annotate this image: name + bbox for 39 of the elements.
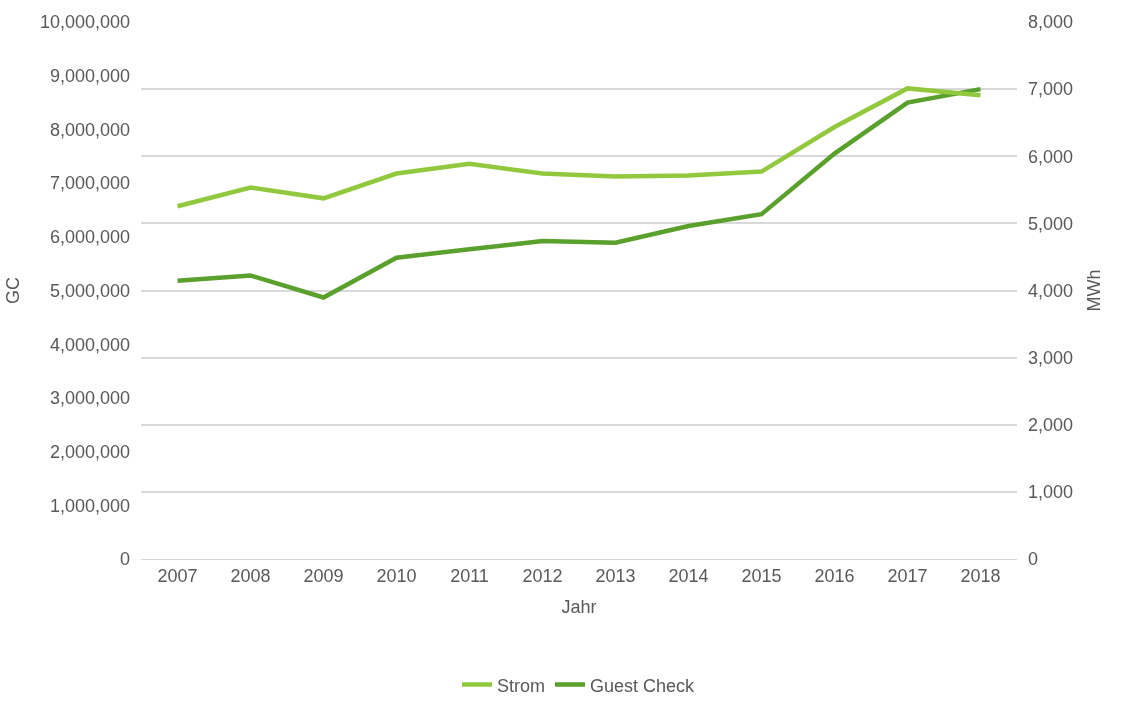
y2-tick-label: 0 bbox=[1028, 549, 1039, 570]
y2-tick-label: 2,000 bbox=[1028, 415, 1074, 436]
y-tick-label: 1,000,000 bbox=[49, 495, 130, 516]
legend-label: Guest Check bbox=[590, 675, 696, 696]
x-axis-title: Jahr bbox=[561, 596, 597, 617]
x-tick-label: 2015 bbox=[741, 565, 782, 586]
x-tick-label: 2016 bbox=[814, 565, 855, 586]
x-tick-label: 2008 bbox=[230, 565, 271, 586]
x-tick-label: 2011 bbox=[450, 565, 489, 586]
x-tick-label: 2014 bbox=[668, 565, 709, 586]
x-tick-label: 2007 bbox=[157, 565, 198, 586]
x-tick-label: 2017 bbox=[887, 565, 928, 586]
x-tick-label: 2013 bbox=[595, 565, 636, 586]
y2-tick-label: 7,000 bbox=[1028, 79, 1074, 100]
y-tick-label: 4,000,000 bbox=[49, 334, 130, 355]
y-tick-label: 9,000,000 bbox=[49, 66, 130, 86]
y2-tick-label: 1,000 bbox=[1028, 482, 1074, 503]
y2-tick-label: 5,000 bbox=[1028, 213, 1074, 234]
y2-tick-label: 3,000 bbox=[1028, 347, 1074, 368]
line-series bbox=[175, 86, 983, 209]
y2-axis-title: MWh bbox=[1084, 269, 1105, 312]
y2-tick-label: 4,000 bbox=[1028, 280, 1074, 301]
x-tick-label: 2012 bbox=[522, 565, 563, 586]
y2-tick-label: 8,000 bbox=[1028, 12, 1074, 33]
legend-label: Strom bbox=[497, 675, 546, 696]
x-tick-label: 2009 bbox=[303, 565, 344, 586]
y-tick-label: 7,000,000 bbox=[49, 173, 130, 194]
y-tick-label: 8,000,000 bbox=[49, 119, 130, 140]
y2-tick-label: 6,000 bbox=[1028, 146, 1074, 167]
y-tick-label: 6,000,000 bbox=[49, 227, 130, 248]
y-tick-label: 10,000,000 bbox=[39, 12, 130, 33]
y-tick-label: 0 bbox=[119, 549, 130, 570]
y-axis-title: GC bbox=[3, 277, 24, 304]
x-tick-label: 2010 bbox=[376, 565, 417, 586]
x-tick-label: 2018 bbox=[960, 565, 1001, 586]
y-tick-label: 3,000,000 bbox=[49, 388, 130, 409]
y-tick-label: 2,000,000 bbox=[49, 441, 130, 462]
line-series bbox=[175, 86, 983, 300]
y-tick-label: 5,000,000 bbox=[49, 280, 130, 301]
